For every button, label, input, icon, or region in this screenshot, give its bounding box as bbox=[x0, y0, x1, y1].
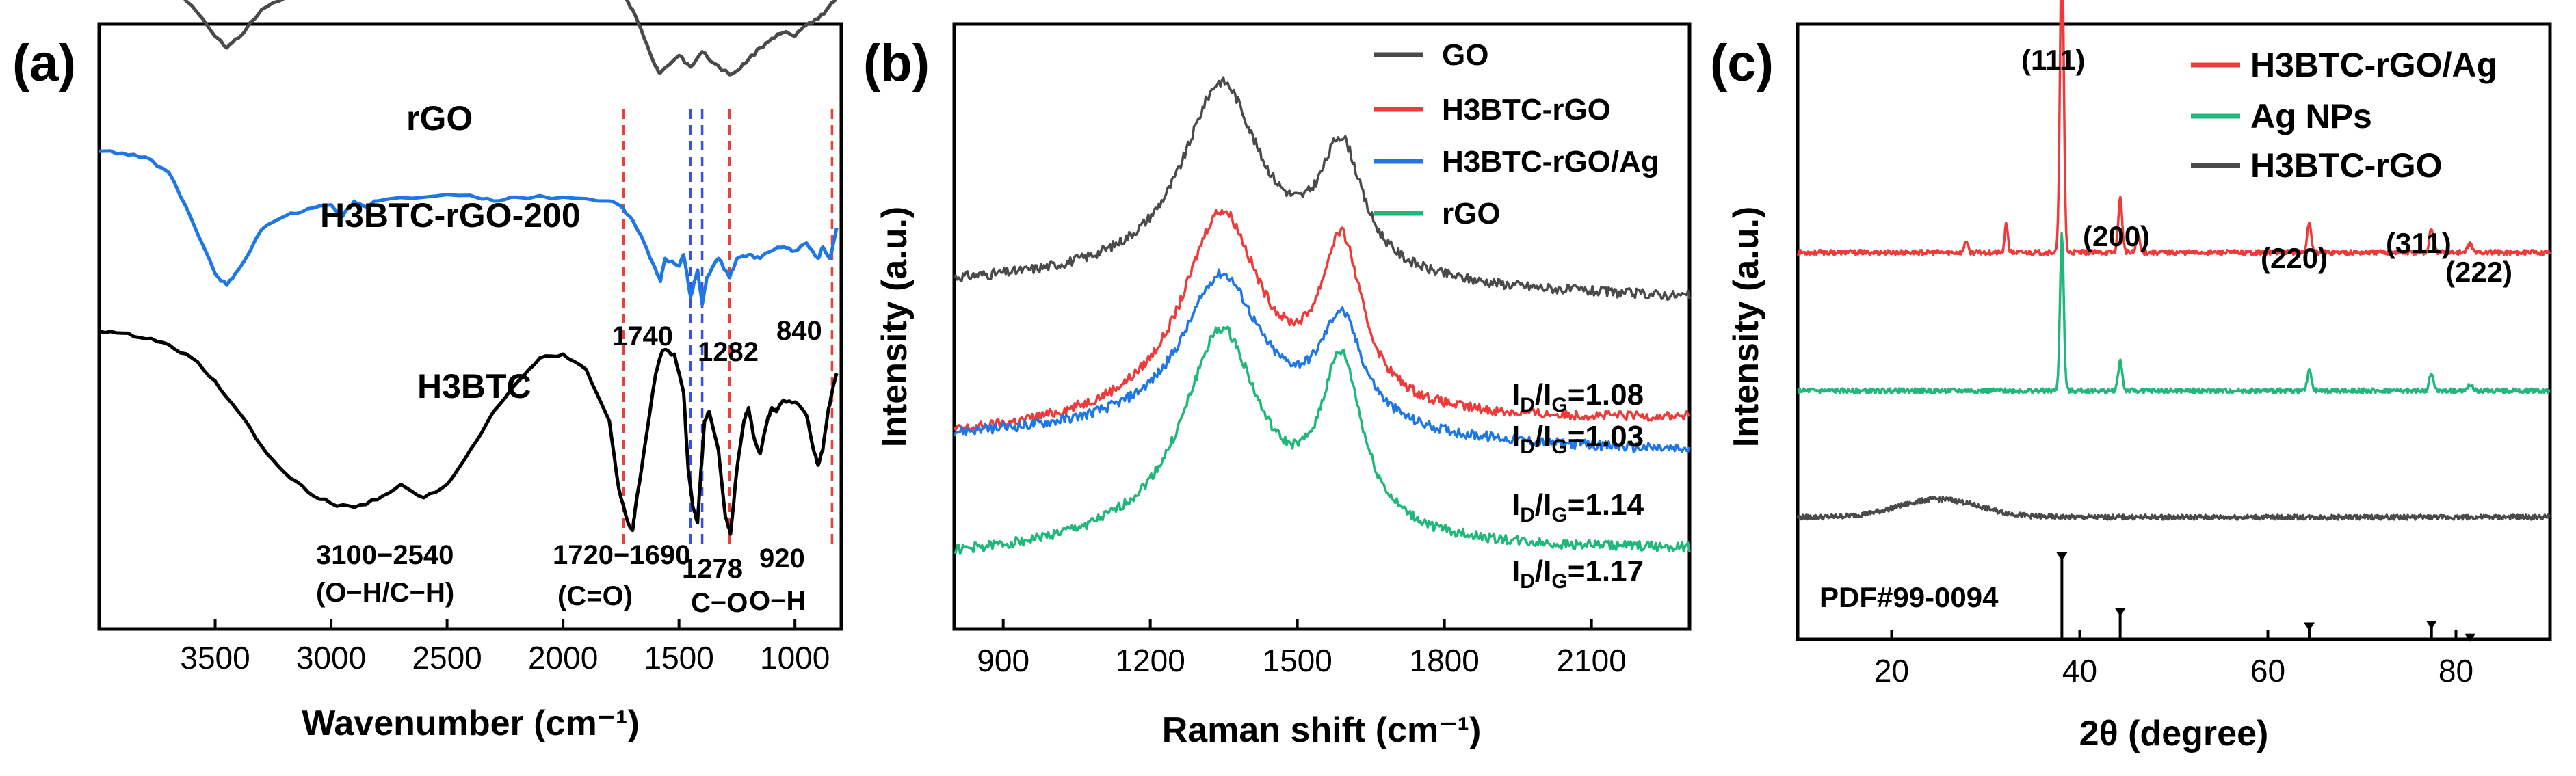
x-tick-label-b-4: 2100 bbox=[1556, 643, 1626, 678]
peak-label-200: (200) bbox=[2083, 220, 2150, 252]
annotation-co-single: C−O bbox=[691, 588, 748, 618]
annotation-1278: 1278 bbox=[682, 554, 743, 584]
panel-b-y-label: Intensity (a.u.) bbox=[875, 206, 915, 447]
annotation-920: 920 bbox=[759, 544, 805, 574]
panel-c-xrd: 20 40 60 80 H3BTC-rGO/Ag Ag NPs H3BTC-rGO (… bbox=[1726, 0, 2552, 753]
panel-a-frame bbox=[97, 22, 843, 631]
series-line-h3btc-rgo-200 bbox=[98, 149, 839, 306]
x-tick-label-a-1: 3000 bbox=[296, 640, 366, 675]
legend-label-h3btc-rgo: H3BTC-rGO bbox=[1442, 93, 1611, 126]
panel-b-ratio-labels: ID/IG=1.08 ID/IG=1.03 ID/IG=1.14 ID/IG=1… bbox=[1512, 378, 1644, 593]
annotation-oh-ch: (O−H/C−H) bbox=[316, 578, 454, 608]
x-tick-label-b-3: 1800 bbox=[1409, 643, 1479, 678]
series-line-c-h3btc-rgo bbox=[1796, 495, 2551, 521]
series-line-rgo bbox=[183, 0, 837, 77]
series-line-go bbox=[953, 76, 1691, 302]
series-line-h3btc-rgo bbox=[953, 209, 1691, 431]
peak-label-222: (222) bbox=[2445, 256, 2512, 288]
annotation-3100-2540: 3100−2540 bbox=[316, 540, 454, 570]
ratio-label-rgo: ID/IG=1.17 bbox=[1512, 554, 1644, 593]
x-tick-label-c-2: 60 bbox=[2250, 653, 2285, 688]
annotation-1720-1690: 1720−1690 bbox=[553, 540, 690, 570]
panel-c-legend: H3BTC-rGO/Ag Ag NPs H3BTC-rGO bbox=[2191, 46, 2497, 185]
panel-a-x-ticks: 3500 3000 2500 2000 1500 1000 bbox=[180, 619, 830, 675]
reference-stick-head-1 bbox=[2114, 608, 2126, 617]
x-tick-label-b-2: 1500 bbox=[1262, 643, 1332, 678]
reference-stick-head-3 bbox=[2426, 621, 2437, 629]
series-line-h3btc bbox=[98, 329, 839, 536]
x-tick-label-a-0: 3500 bbox=[180, 640, 250, 675]
ratio-label-h3btc-rgo-ag: ID/IG=1.14 bbox=[1512, 488, 1644, 526]
panel-b-x-label: Raman shift (cm⁻¹) bbox=[1162, 710, 1482, 750]
series-label-rgo: rGO bbox=[406, 99, 473, 137]
panel-c-x-ticks: 20 40 60 80 bbox=[1874, 630, 2473, 688]
peak-label-220: (220) bbox=[2261, 242, 2328, 274]
series-line-h3btc-rgo-ag bbox=[953, 268, 1691, 453]
panel-b-raman: 900 1200 1500 1800 2100 GO H3BTC-rGO H3BTC-r… bbox=[875, 22, 1692, 750]
panel-c-y-label: Intensity (a.u.) bbox=[1726, 206, 1766, 447]
series-label-h3btc-rgo-200: H3BTC-rGO-200 bbox=[320, 196, 581, 235]
panel-label-c: (c) bbox=[1710, 34, 1774, 92]
panel-c-series bbox=[1796, 0, 2551, 521]
legend-label-ag-nps: Ag NPs bbox=[2250, 97, 2372, 135]
ratio-label-go: ID/IG=1.08 bbox=[1512, 378, 1644, 416]
x-tick-label-c-1: 40 bbox=[2062, 653, 2097, 688]
x-tick-label-c-0: 20 bbox=[1874, 653, 1909, 688]
x-tick-label-a-5: 1000 bbox=[760, 640, 830, 675]
x-tick-label-b-1: 1200 bbox=[1115, 643, 1185, 678]
series-label-h3btc: H3BTC bbox=[417, 367, 531, 405]
legend-label-h3btc-rgo-ag: H3BTC-rGO/Ag bbox=[1442, 145, 1659, 178]
panel-a-series bbox=[98, 0, 839, 536]
panel-a-ftir: 3500 3000 2500 2000 1500 1000 rGO H3BTC-rGO-2… bbox=[97, 0, 843, 743]
panel-c-reference-sticks bbox=[2056, 552, 2476, 642]
legend-label-h3btc-rgo-c: H3BTC-rGO bbox=[2250, 146, 2443, 185]
annotation-1740: 1740 bbox=[612, 321, 673, 351]
panel-c-frame bbox=[1796, 22, 2552, 641]
annotation-oh: O−H bbox=[749, 586, 806, 616]
annotation-1282: 1282 bbox=[698, 337, 759, 367]
series-line-rgo bbox=[954, 325, 1691, 555]
legend-label-go: GO bbox=[1442, 38, 1488, 72]
reference-stick-head-0 bbox=[2056, 552, 2068, 561]
peak-label-311: (311) bbox=[2386, 227, 2452, 259]
legend-label-h3btc-rgo-ag-c: H3BTC-rGO/Ag bbox=[2250, 46, 2497, 84]
reference-stick-head-4 bbox=[2465, 633, 2476, 642]
x-tick-label-b-0: 900 bbox=[977, 643, 1029, 678]
reference-stick-head-2 bbox=[2304, 622, 2315, 631]
panel-b-frame bbox=[952, 22, 1692, 631]
annotation-840: 840 bbox=[776, 316, 822, 346]
panel-b-legend: GO H3BTC-rGO H3BTC-rGO/Ag rGO bbox=[1374, 38, 1659, 230]
panel-label-b: (b) bbox=[863, 34, 930, 92]
annotation-co-double: (C=O) bbox=[557, 581, 633, 611]
panel-label-a: (a) bbox=[12, 34, 76, 92]
reference-label: PDF#99-0094 bbox=[1819, 581, 1999, 613]
panel-a-x-label: Wavenumber (cm⁻¹) bbox=[302, 704, 640, 743]
peak-label-111: (111) bbox=[2021, 44, 2085, 76]
x-tick-label-a-4: 1500 bbox=[644, 640, 713, 675]
panel-b-series bbox=[953, 76, 1691, 555]
x-tick-label-c-3: 80 bbox=[2439, 653, 2473, 688]
series-line-c-ag-nps bbox=[1797, 232, 2551, 394]
ratio-label-h3btc-rgo: ID/IG=1.03 bbox=[1512, 420, 1644, 458]
panel-b-x-ticks: 900 1200 1500 1800 2100 bbox=[977, 619, 1627, 678]
legend-label-rgo: rGO bbox=[1442, 197, 1501, 230]
panel-c-x-label: 2θ (degree) bbox=[2079, 714, 2269, 753]
x-tick-label-a-2: 2500 bbox=[412, 640, 482, 675]
x-tick-label-a-3: 2000 bbox=[528, 640, 598, 675]
series-line-c-h3btc-rgo-ag bbox=[1796, 0, 2551, 256]
